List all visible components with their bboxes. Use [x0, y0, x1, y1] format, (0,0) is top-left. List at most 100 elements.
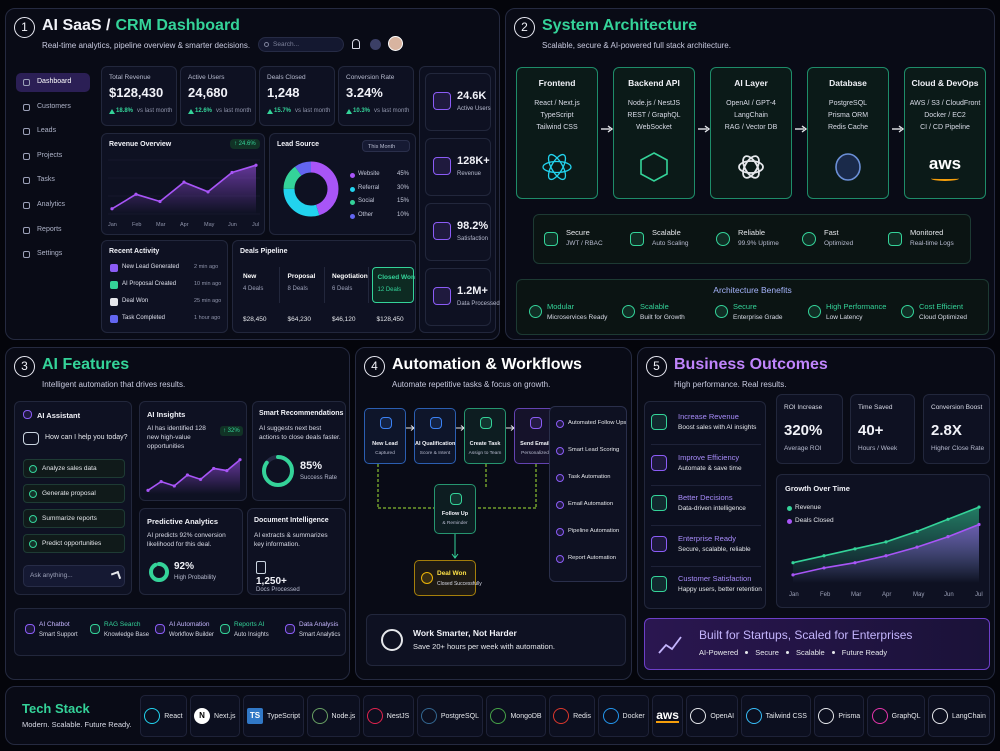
legend-label: Referral — [358, 184, 380, 191]
tech-item[interactable]: Prisma — [814, 695, 865, 737]
tool-item[interactable]: Reports AI Auto Insights — [216, 609, 280, 655]
assistant-option[interactable]: Summarize reports — [23, 509, 125, 528]
activity-icon — [110, 315, 118, 323]
trend-arrow — [188, 109, 194, 114]
tool-item[interactable]: AI Chatbot Smart Support — [21, 609, 85, 655]
value-label: 30% — [397, 184, 410, 191]
layer-box: AI Layer OpenAI / GPT-4 LangChain RAG / Vec… — [710, 67, 792, 199]
tool-item[interactable]: AI Automation Workflow Builder — [151, 609, 215, 655]
tech-item[interactable]: PostgreSQL — [416, 695, 484, 737]
step-detail: & Reminder — [442, 521, 468, 526]
icon — [802, 232, 816, 246]
tool-name: Data Analysis — [299, 621, 339, 628]
icon — [23, 410, 32, 419]
tech-icon — [745, 708, 762, 724]
stage-name: Negotiation — [332, 273, 368, 280]
knot — [742, 155, 760, 179]
arrow-head — [898, 125, 905, 133]
nav-icon — [23, 251, 30, 259]
pipeline-stage: Closed Won 12 Deals — [371, 267, 415, 303]
kpi-card: Conversion Rate 3.24% 10.3% vs last month — [338, 66, 414, 126]
tech-item[interactable]: TS TypeScript — [242, 695, 305, 737]
assistant-option[interactable]: Generate proposal — [23, 484, 125, 503]
point — [185, 473, 190, 477]
tech-icon — [553, 708, 570, 724]
nav-item[interactable]: Settings — [16, 245, 90, 264]
search-icon — [264, 42, 269, 47]
kpi-note: vs last month — [137, 108, 173, 114]
card-title: Predictive Analytics — [147, 517, 219, 526]
assistant-input[interactable]: Ask anything... — [23, 565, 125, 587]
nav-item[interactable]: Customers — [16, 98, 90, 117]
tech-stack-bar: Tech Stack Modern. Scalable. Future Ready… — [5, 686, 995, 745]
point — [206, 190, 210, 194]
revenue-card: Revenue Overview ↑ 24.6% Jan Feb Mar Apr May Ju… — [101, 133, 265, 235]
legend-label: Deals Closed — [795, 517, 834, 524]
kpi-card: Active Users 24,680 12.6% vs last month — [180, 66, 256, 126]
tech-item[interactable]: NestJS — [362, 695, 414, 737]
metric-card: Conversion Boost 2.8X Higher Close Rate — [923, 394, 990, 464]
outcome-detail: Boost sales with AI insights — [678, 424, 757, 431]
filter[interactable]: This Month — [362, 140, 410, 152]
card-title: Recent Activity — [109, 248, 160, 255]
architecture-panel: 2 System Architecture Scalable, secure & A… — [505, 8, 995, 340]
ai-features-panel: 3 AI Features Intelligent automation that … — [5, 347, 350, 680]
outcome-name: Customer Satisfaction — [678, 574, 752, 583]
outcome-detail: Secure, scalable, reliable — [678, 545, 751, 553]
tech-item[interactable]: OpenAI — [686, 695, 739, 737]
tech-item[interactable]: Redis — [548, 695, 596, 737]
tech-item[interactable]: Node.js — [307, 695, 360, 737]
tech-item[interactable]: LangChain — [927, 695, 991, 737]
nav-item[interactable]: Projects — [16, 147, 90, 166]
tech-icon — [690, 708, 707, 724]
assistant-option[interactable]: Analyze sales data — [23, 459, 125, 478]
nav-label: Reports — [37, 225, 62, 233]
pipeline-stage: New 4 Deals — [238, 267, 280, 303]
tech-name: Prisma — [838, 712, 861, 720]
feature-detail: JWT / RBAC — [566, 240, 603, 247]
layer-item: Prisma ORM — [827, 112, 869, 119]
assistant-option[interactable]: Predict opportunities — [23, 534, 125, 553]
nav-item[interactable]: Dashboard — [16, 73, 90, 92]
point — [230, 170, 234, 175]
nav-item[interactable]: Reports — [16, 221, 90, 240]
checklist-item: Automated Follow Ups — [568, 420, 627, 426]
stack-title: Tech Stack — [22, 701, 90, 716]
feature-detail: Auto Scaling — [652, 240, 689, 247]
tech-item[interactable]: Docker — [598, 695, 649, 737]
section-title: System Architecture — [542, 17, 698, 34]
checklist-item: Email Automation — [568, 501, 614, 507]
activity-time: 25 min ago — [194, 298, 222, 304]
avatar[interactable] — [388, 36, 403, 51]
tech-item[interactable]: Tailwind CSS — [741, 695, 812, 737]
nav-item[interactable]: Leads — [16, 122, 90, 141]
layer-item: Node.js / NestJS — [627, 100, 681, 107]
bell-icon[interactable] — [352, 39, 360, 49]
doc-text: AI extracts & summarizes key information… — [254, 532, 328, 548]
user-icon[interactable] — [370, 39, 381, 50]
nav-icon — [23, 103, 30, 111]
tech-item[interactable]: GraphQL — [867, 695, 925, 737]
layer-item: RAG / Vector DB — [724, 124, 778, 131]
tech-name: React — [164, 712, 183, 720]
tech-item[interactable]: aws — [651, 695, 684, 737]
benefit-name: High Performance — [826, 302, 887, 311]
benefit-detail: Microservices Ready — [547, 314, 608, 321]
point — [884, 554, 888, 558]
workflow-step: Follow Up & Reminder — [434, 484, 476, 534]
tech-name: PostgreSQL — [440, 712, 479, 720]
nav-item[interactable]: Analytics — [16, 196, 90, 215]
tool-item[interactable]: Data Analysis Smart Analytics — [281, 609, 345, 655]
step-detail: Personalized — [521, 451, 549, 456]
clock-icon — [381, 629, 403, 651]
x-tick-label: Feb — [820, 592, 831, 598]
tool-item[interactable]: RAG Search Knowledge Base — [86, 609, 150, 655]
growth-card: Growth Over Time Revenue Deals Closed Jan Fe… — [776, 474, 990, 608]
nav-item[interactable]: Tasks — [16, 171, 90, 190]
tech-item[interactable]: N Next.js — [189, 695, 240, 737]
icon — [651, 576, 667, 592]
tech-item[interactable]: MongoDB — [486, 695, 546, 737]
metric-label: ROI Increase — [784, 404, 823, 411]
tech-item[interactable]: React — [140, 695, 187, 737]
search-box[interactable]: Search... — [258, 37, 344, 52]
